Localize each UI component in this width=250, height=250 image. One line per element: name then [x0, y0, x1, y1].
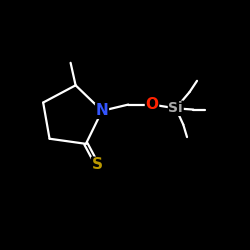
Text: O: O — [146, 97, 158, 112]
Text: Si: Si — [168, 101, 183, 115]
Text: S: S — [92, 157, 102, 172]
Text: N: N — [96, 103, 108, 118]
